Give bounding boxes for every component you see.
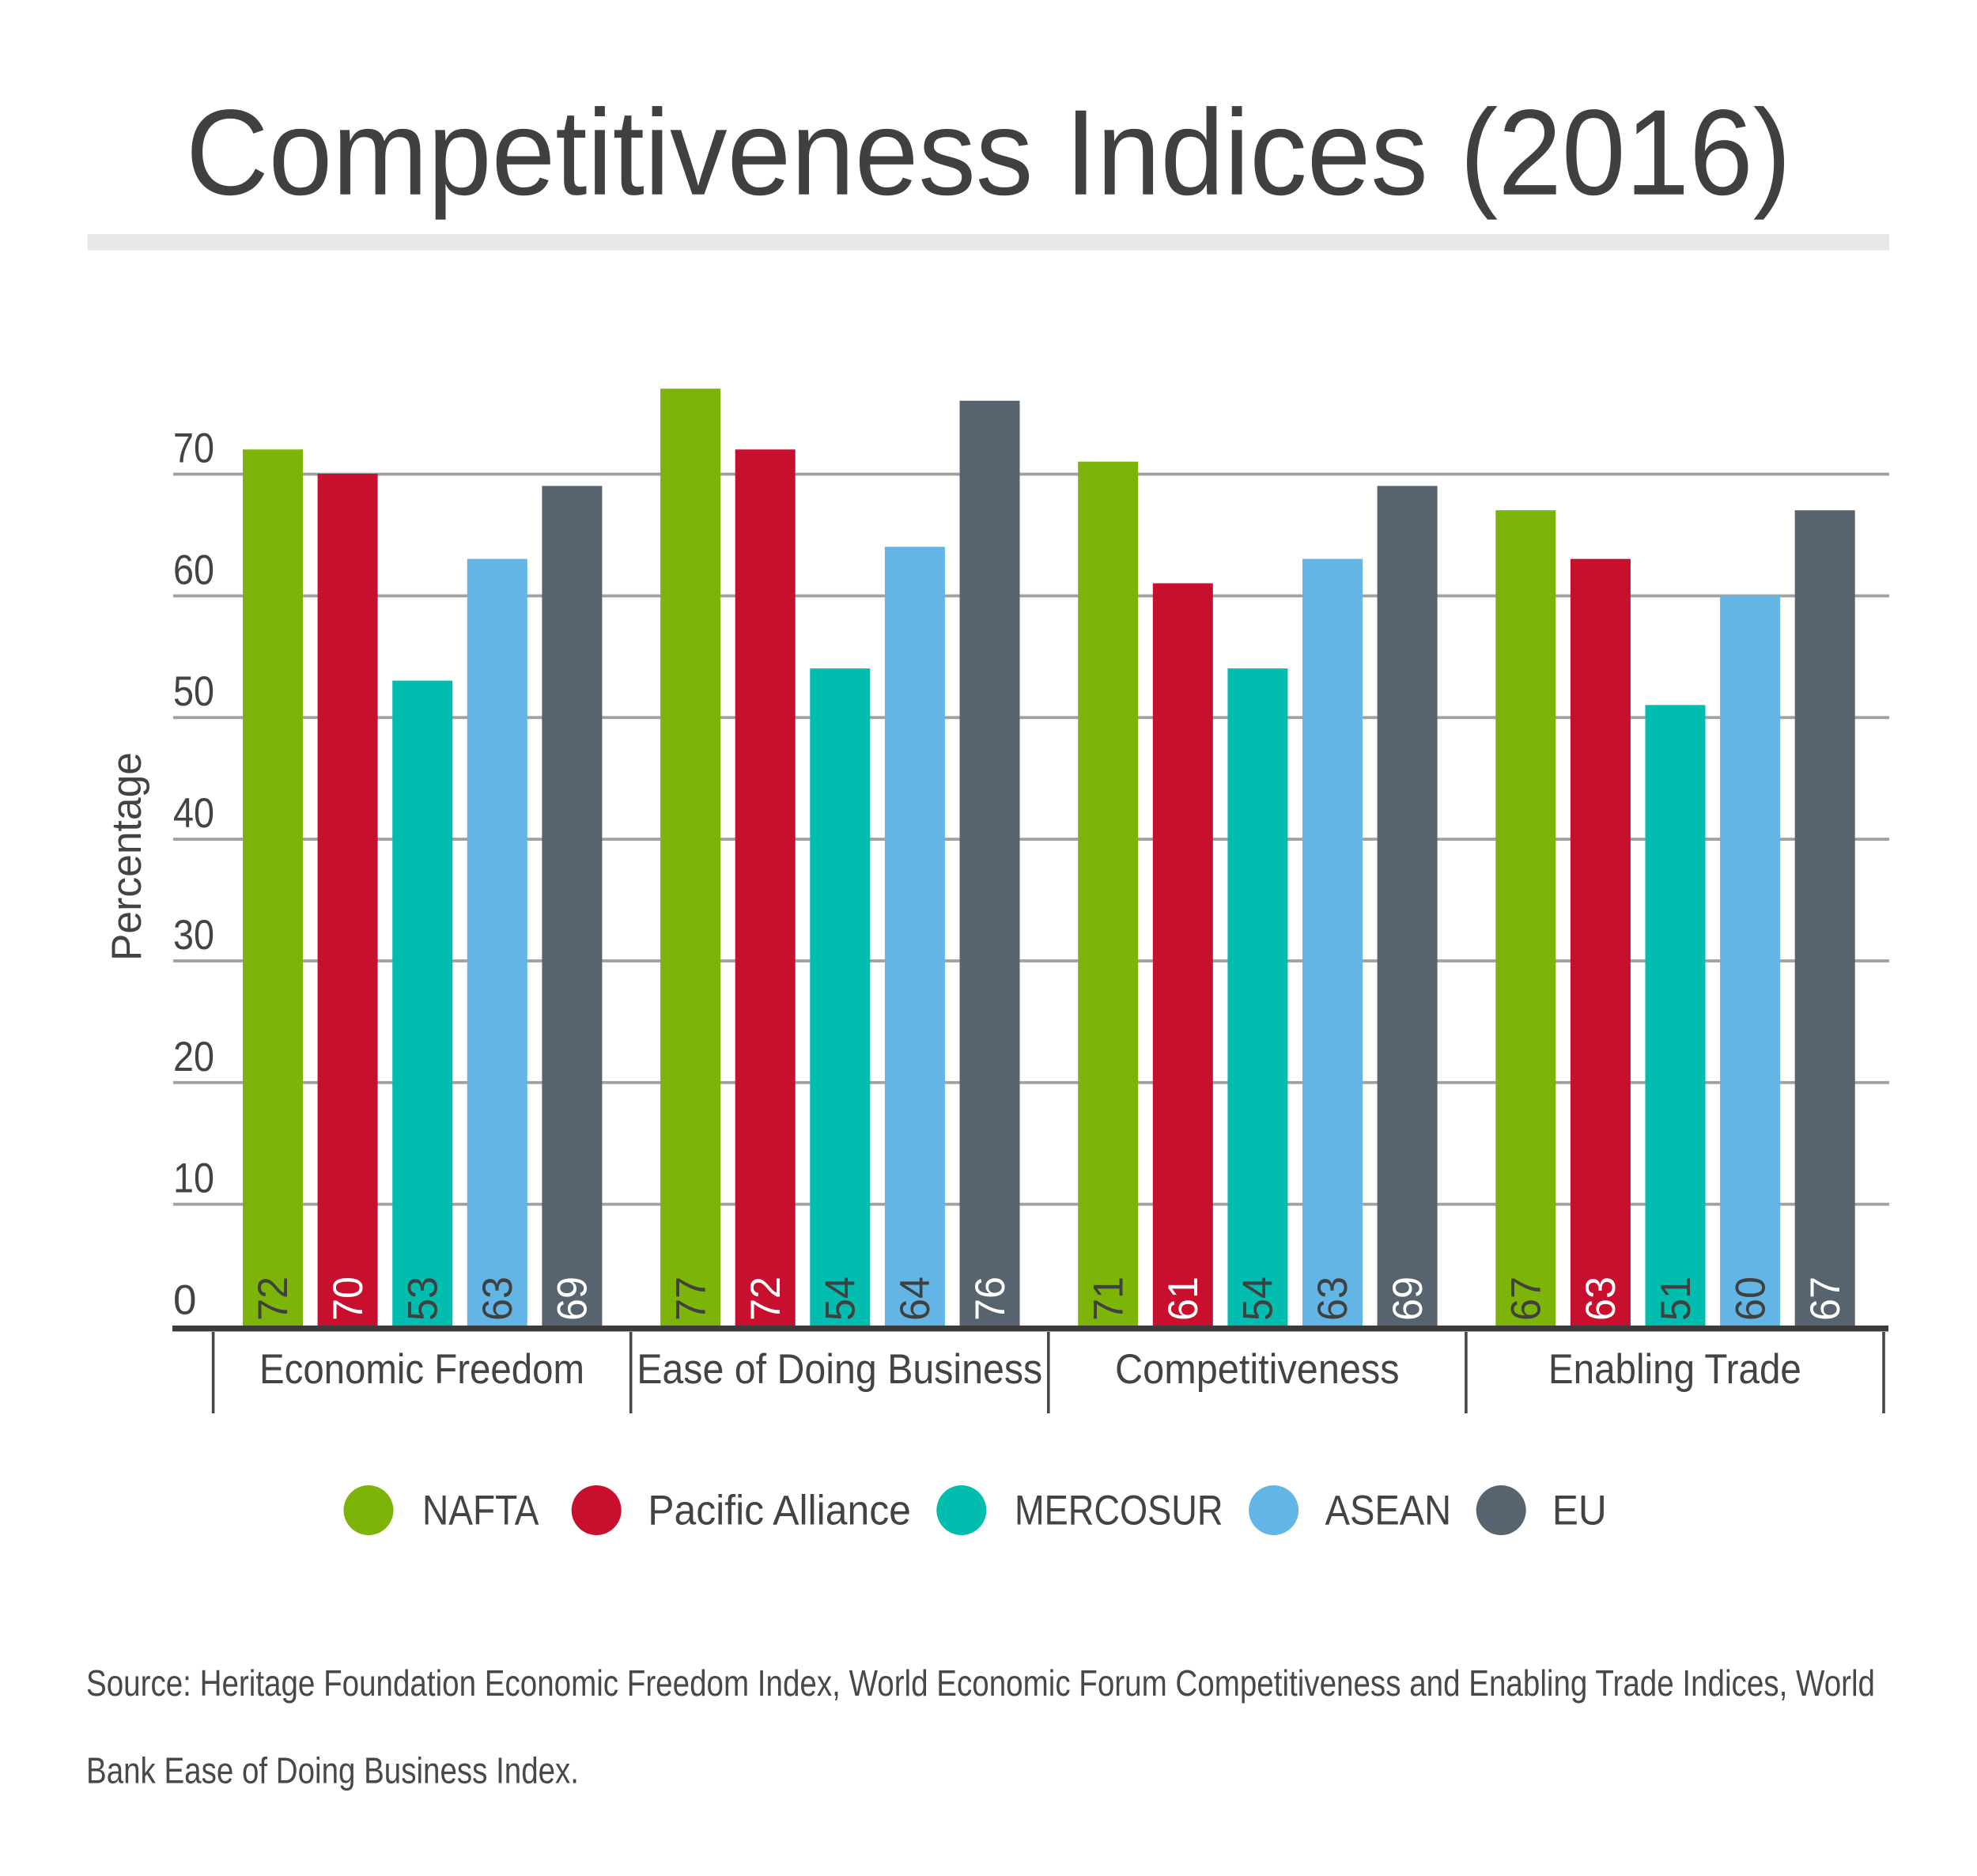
- svg-text:50: 50: [173, 668, 214, 715]
- svg-text:Competitiveness Indices (2016): Competitiveness Indices (2016): [186, 85, 1791, 221]
- svg-text:77: 77: [667, 1277, 714, 1321]
- svg-text:61: 61: [1160, 1277, 1207, 1321]
- svg-text:Ease of Doing Business: Ease of Doing Business: [637, 1346, 1042, 1393]
- svg-text:10: 10: [173, 1155, 214, 1202]
- svg-text:71: 71: [1086, 1277, 1132, 1321]
- svg-text:Pacific Alliance: Pacific Alliance: [648, 1488, 911, 1534]
- svg-text:60: 60: [173, 547, 214, 593]
- svg-text:Competitiveness: Competitiveness: [1115, 1346, 1400, 1393]
- svg-text:72: 72: [250, 1277, 297, 1321]
- svg-text:70: 70: [173, 426, 214, 472]
- svg-text:Enabling Trade: Enabling Trade: [1548, 1346, 1801, 1393]
- svg-text:ASEAN: ASEAN: [1325, 1488, 1452, 1534]
- svg-text:54: 54: [1235, 1277, 1282, 1321]
- svg-text:69: 69: [550, 1277, 596, 1321]
- svg-text:72: 72: [743, 1277, 789, 1321]
- svg-text:Economic Freedom: Economic Freedom: [259, 1346, 584, 1393]
- svg-text:60: 60: [1727, 1277, 1774, 1321]
- svg-text:53: 53: [400, 1277, 447, 1321]
- svg-text:20: 20: [173, 1034, 214, 1080]
- svg-text:69: 69: [1385, 1277, 1431, 1321]
- svg-text:Source: Heritage Foundation Ec: Source: Heritage Foundation Economic Fre…: [86, 1662, 1875, 1704]
- svg-text:63: 63: [474, 1277, 521, 1321]
- svg-text:Percentage: Percentage: [104, 752, 150, 961]
- svg-text:67: 67: [1802, 1277, 1849, 1321]
- svg-text:40: 40: [173, 790, 214, 837]
- svg-text:Bank Ease of Doing Business In: Bank Ease of Doing Business Index.: [86, 1750, 579, 1791]
- svg-text:30: 30: [173, 912, 214, 959]
- svg-text:0: 0: [173, 1277, 196, 1324]
- svg-text:70: 70: [325, 1277, 372, 1321]
- svg-text:63: 63: [1578, 1277, 1624, 1321]
- svg-text:54: 54: [818, 1277, 864, 1321]
- svg-text:67: 67: [1503, 1277, 1550, 1321]
- svg-text:64: 64: [892, 1277, 939, 1321]
- svg-text:EU: EU: [1552, 1488, 1607, 1534]
- svg-text:MERCOSUR: MERCOSUR: [1015, 1488, 1223, 1534]
- svg-text:NAFTA: NAFTA: [422, 1488, 539, 1534]
- svg-text:76: 76: [967, 1277, 1014, 1321]
- svg-text:63: 63: [1310, 1277, 1356, 1321]
- svg-text:51: 51: [1653, 1277, 1699, 1321]
